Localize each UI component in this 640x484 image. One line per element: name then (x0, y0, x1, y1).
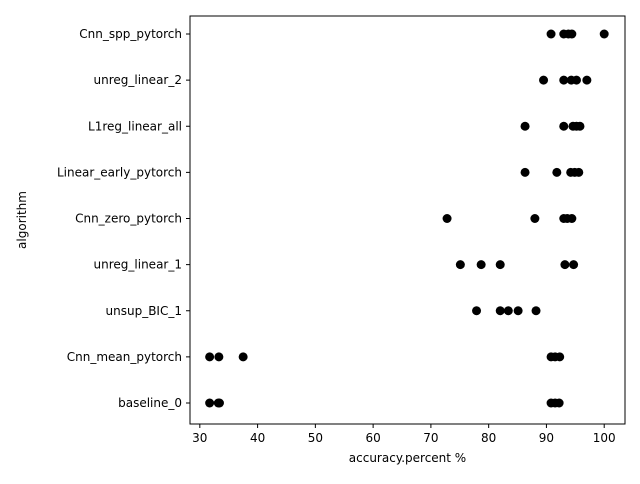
data-point (582, 75, 592, 85)
data-point (503, 306, 513, 316)
data-point (546, 29, 556, 39)
data-point (569, 260, 579, 270)
x-tick-label: 40 (250, 431, 265, 445)
y-tick-label: baseline_0 (118, 396, 182, 410)
data-point (214, 352, 224, 362)
data-point (520, 167, 530, 177)
data-point (455, 260, 465, 270)
data-point (476, 260, 486, 270)
data-point (559, 75, 569, 85)
data-point (574, 167, 584, 177)
x-tick-label: 90 (539, 431, 554, 445)
x-tick-label: 60 (365, 431, 380, 445)
data-point (205, 352, 215, 362)
data-point (555, 352, 565, 362)
data-point (554, 398, 564, 408)
y-tick-label: unreg_linear_1 (94, 258, 182, 272)
x-tick-label: 50 (308, 431, 323, 445)
data-point (599, 29, 609, 39)
data-point (472, 306, 482, 316)
data-point (495, 260, 505, 270)
data-point (552, 167, 562, 177)
data-point (520, 121, 530, 131)
data-point (214, 398, 224, 408)
plot-frame (189, 15, 626, 425)
data-point (539, 75, 549, 85)
data-point (559, 121, 569, 131)
tick-layer: 30 40 50 60 70 80 90 100 Cnn_spp_pytorch unreg_li… (57, 27, 616, 445)
y-tick-label: Linear_early_pytorch (57, 165, 182, 179)
y-tick-label: unreg_linear_2 (94, 73, 182, 87)
y-tick-label: unsup_BIC_1 (106, 304, 182, 318)
x-tick-label: 30 (192, 431, 207, 445)
data-point (205, 398, 215, 408)
data-point (571, 75, 581, 85)
data-point (513, 306, 523, 316)
y-tick-label: Cnn_mean_pytorch (67, 350, 182, 364)
data-point (530, 214, 540, 223)
y-axis-label: algorithm (15, 191, 29, 249)
data-point (567, 214, 577, 223)
x-tick-label: 80 (481, 431, 496, 445)
data-point (442, 214, 452, 223)
data-point (531, 306, 541, 316)
point-layer (205, 29, 609, 408)
data-point (238, 352, 248, 362)
x-axis-label: accuracy.percent % (349, 451, 466, 465)
data-point (495, 306, 505, 316)
data-point (575, 121, 585, 131)
data-point (567, 29, 577, 39)
y-tick-label: L1reg_linear_all (88, 119, 182, 133)
y-tick-label: Cnn_spp_pytorch (79, 27, 182, 41)
x-tick-label: 100 (593, 431, 616, 445)
x-tick-label: 70 (423, 431, 438, 445)
data-point (560, 260, 570, 270)
y-tick-label: Cnn_zero_pytorch (75, 212, 182, 226)
